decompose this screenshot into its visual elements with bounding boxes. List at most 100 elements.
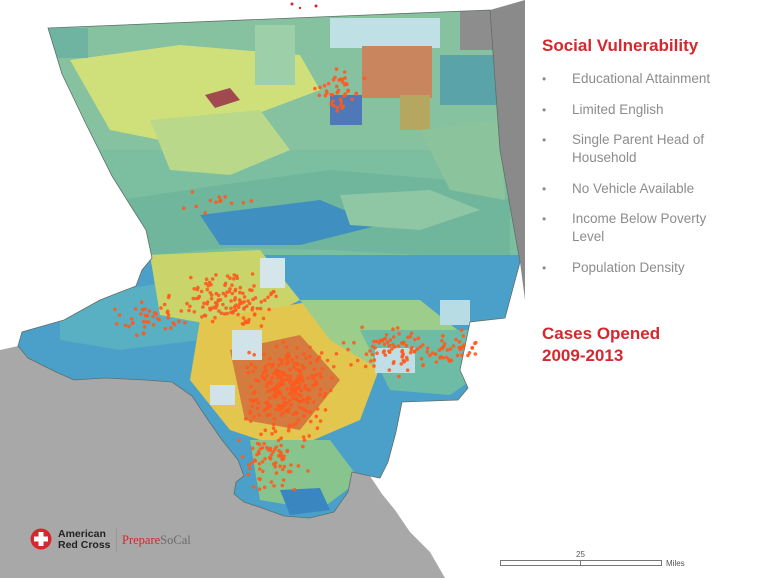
case-dot: [177, 319, 181, 324]
case-dot: [279, 377, 284, 381]
case-dot: [391, 361, 396, 366]
case-dot: [320, 366, 325, 371]
case-dot: [354, 92, 358, 96]
case-dot: [241, 316, 246, 320]
case-dot: [232, 277, 236, 281]
case-dot: [262, 352, 266, 357]
logo-org-name: American Red Cross: [58, 529, 148, 550]
case-dot: [265, 384, 269, 389]
case-dot: [397, 332, 401, 336]
case-dot: [318, 419, 323, 423]
case-dot: [462, 343, 466, 347]
case-dot: [303, 383, 308, 388]
case-dot: [312, 367, 317, 372]
case-dot: [332, 104, 336, 108]
case-dot: [192, 310, 197, 314]
case-dot: [262, 376, 267, 380]
case-dot: [275, 385, 279, 390]
case-dot: [263, 298, 267, 303]
case-dot: [346, 347, 350, 352]
case-dot: [223, 293, 228, 298]
case-dot: [400, 349, 404, 354]
case-dot: [404, 343, 409, 348]
case-dot: [151, 314, 155, 319]
case-dot: [311, 400, 316, 404]
case-dot: [287, 407, 291, 411]
case-dot: [298, 399, 303, 404]
case-dot: [217, 195, 221, 199]
case-dot: [300, 375, 304, 380]
factor-label-line: Level: [572, 229, 605, 244]
case-dot: [441, 334, 445, 338]
case-dot: [141, 319, 146, 324]
case-dot: [284, 345, 289, 349]
case-dot: [372, 339, 376, 344]
case-dot: [117, 313, 122, 317]
cases-heading-line2: 2009-2013: [542, 346, 624, 365]
case-dot: [267, 307, 271, 312]
case-dot: [277, 408, 282, 413]
case-dot: [308, 410, 313, 414]
case-dot: [286, 360, 291, 365]
case-dot: [287, 423, 292, 427]
case-dot: [291, 423, 296, 428]
factor-item: • Limited English: [542, 101, 762, 119]
case-dot: [395, 326, 400, 330]
case-dot: [332, 364, 336, 369]
case-dot: [294, 367, 299, 372]
case-dot: [416, 336, 421, 341]
case-dot: [253, 458, 257, 462]
case-dot: [123, 323, 128, 328]
case-dot: [192, 287, 196, 291]
case-dot: [232, 273, 236, 277]
case-dot: [221, 302, 225, 307]
case-dot: [318, 387, 323, 392]
case-dot: [474, 340, 478, 345]
case-dot: [387, 349, 391, 353]
case-dot: [234, 308, 238, 312]
case-dot: [323, 408, 328, 412]
case-dot: [459, 345, 464, 350]
case-dot: [302, 414, 306, 418]
case-dot: [364, 352, 369, 357]
case-dot: [408, 350, 413, 355]
case-dot: [246, 472, 251, 477]
case-dot: [385, 340, 390, 344]
case-dot: [254, 397, 259, 402]
case-dot: [288, 367, 292, 372]
case-dot: [269, 480, 274, 484]
case-dot: [296, 464, 301, 468]
case-dot: [229, 306, 233, 311]
case-dot: [324, 89, 329, 93]
case-dot: [242, 300, 246, 304]
case-dot: [370, 352, 375, 357]
case-dot: [246, 320, 251, 325]
case-dot: [222, 312, 227, 316]
case-dot: [279, 404, 284, 408]
case-dot: [421, 343, 425, 347]
case-dot: [292, 487, 297, 492]
case-dot: [331, 99, 335, 103]
case-dot: [300, 406, 305, 411]
scale-bar: 25 Miles: [500, 550, 700, 574]
case-dot: [251, 485, 256, 489]
case-dot: [375, 351, 379, 356]
case-dot: [230, 283, 234, 288]
case-dot: [383, 353, 388, 357]
case-dot: [285, 401, 290, 405]
case-dot: [243, 319, 248, 323]
case-dot: [337, 78, 341, 82]
case-dot: [135, 333, 139, 338]
case-dot: [242, 307, 246, 311]
case-dot: [202, 301, 206, 306]
case-dot: [455, 353, 460, 358]
case-dot: [425, 346, 430, 351]
case-dot: [242, 295, 247, 299]
case-dot: [343, 92, 348, 96]
case-dot: [421, 363, 425, 368]
case-dot: [269, 380, 273, 384]
logo-divider: [116, 528, 117, 552]
case-dot: [342, 70, 347, 74]
case-dot: [412, 349, 417, 354]
